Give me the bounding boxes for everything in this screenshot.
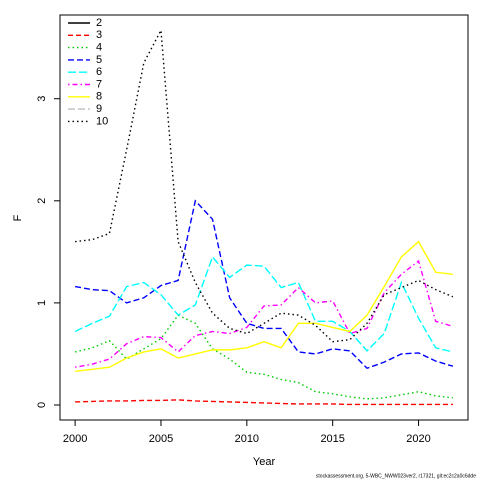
series-line (74, 314, 453, 400)
x-tick-label: 2010 (235, 433, 259, 445)
series-line (75, 399, 453, 406)
legend-label: 7 (96, 78, 102, 90)
legend-label: 8 (96, 91, 102, 103)
legend-label: 10 (96, 115, 108, 127)
x-tick-label: 2005 (149, 433, 173, 445)
x-tick-label: 2020 (406, 433, 430, 445)
legend-label: 3 (96, 29, 102, 41)
x-axis-label: Year (253, 456, 276, 468)
x-tick-label: 2015 (320, 433, 344, 445)
series-line (74, 199, 454, 370)
y-tick-label: 0 (36, 402, 48, 408)
y-axis-label: F (12, 214, 24, 221)
legend-label: 2 (96, 17, 102, 29)
legend-label: 6 (96, 66, 102, 78)
series-line (74, 255, 454, 353)
x-tick-label: 2000 (63, 433, 87, 445)
series-line (75, 27, 454, 343)
y-tick-label: 1 (36, 300, 48, 306)
legend-label: 9 (96, 103, 102, 115)
legend-label: 5 (96, 54, 102, 66)
y-tick-label: 3 (36, 96, 48, 102)
plot-frame (59, 14, 469, 421)
legend-label: 4 (96, 42, 102, 54)
series-line (74, 259, 454, 368)
y-tick-label: 2 (36, 198, 48, 204)
footnote: stockassessment.org, 5-WBC_NWW023ver2, r… (316, 473, 476, 479)
series-line (75, 240, 453, 372)
